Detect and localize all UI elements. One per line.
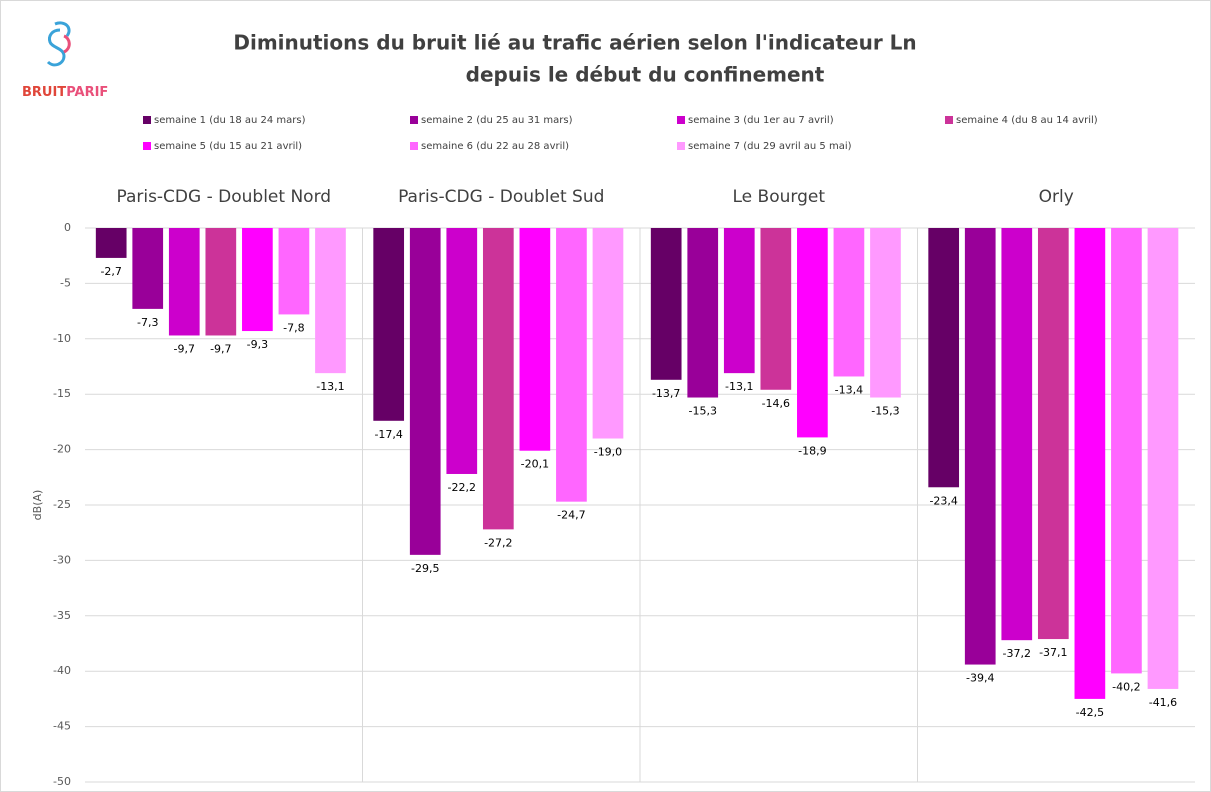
y-tick-label: -35 (53, 609, 71, 622)
legend-swatch (143, 116, 151, 124)
bar (1147, 228, 1179, 689)
data-label: -42,5 (1076, 706, 1104, 719)
data-label: -18,9 (798, 444, 826, 457)
logo-text: BRUITPARIF (22, 85, 108, 100)
data-label: -13,1 (725, 380, 753, 393)
legend-swatch (410, 142, 418, 150)
data-label: -9,7 (210, 342, 231, 355)
data-label: -37,2 (1003, 647, 1031, 660)
logo: BRUITPARIF (22, 21, 108, 100)
data-label: -13,1 (316, 380, 344, 393)
bar (592, 228, 624, 439)
legend-label: semaine 6 (du 22 au 28 avril) (421, 141, 569, 152)
data-label: -27,2 (484, 536, 512, 549)
bar (409, 228, 441, 555)
data-label: -15,3 (688, 405, 716, 418)
y-axis-label: dB(A) (31, 490, 44, 521)
bar (650, 228, 682, 380)
bar (870, 228, 901, 398)
bar (446, 228, 478, 474)
data-label: -13,4 (835, 383, 863, 396)
bar (556, 228, 587, 502)
data-label: -14,6 (762, 397, 790, 410)
category-label: Paris-CDG - Doublet Sud (398, 187, 604, 207)
bar (760, 228, 792, 390)
bar (373, 228, 405, 421)
data-label: -7,3 (137, 316, 158, 329)
bar (205, 228, 237, 336)
data-label: -29,5 (411, 562, 439, 575)
legend-label: semaine 5 (du 15 au 21 avril) (154, 141, 302, 152)
bar (278, 228, 310, 315)
category-label: Paris-CDG - Doublet Nord (116, 187, 331, 207)
legend-label: semaine 2 (du 25 au 31 mars) (421, 115, 573, 126)
data-label: -19,0 (594, 446, 622, 459)
legend-swatch (677, 116, 685, 124)
bar (687, 228, 719, 398)
data-label: -15,3 (871, 405, 899, 418)
logo-mark (63, 34, 71, 54)
logo-part: PARIF (66, 85, 108, 100)
bar (482, 228, 514, 530)
legend-label: semaine 1 (du 18 au 24 mars) (154, 115, 306, 126)
data-label: -7,8 (283, 321, 304, 334)
y-tick-label: -5 (60, 276, 71, 289)
data-label: -23,4 (929, 494, 957, 507)
data-label: -39,4 (966, 672, 994, 685)
y-tick-label: -25 (53, 498, 71, 511)
y-tick-label: -15 (53, 387, 71, 400)
bar (1037, 228, 1069, 640)
y-tick-label: -30 (53, 553, 71, 566)
legend-label: semaine 7 (du 29 avril au 5 mai) (688, 141, 852, 152)
y-tick-label: -10 (53, 332, 71, 345)
y-tick-label: 0 (64, 221, 71, 234)
data-label: -2,7 (100, 265, 121, 278)
logo-mark (46, 21, 71, 67)
legend-swatch (677, 142, 685, 150)
data-label: -9,7 (174, 342, 195, 355)
bar (95, 228, 127, 258)
y-tick-label: -40 (53, 664, 71, 677)
bar (928, 228, 960, 488)
data-label: -13,7 (652, 387, 680, 400)
chart-title: Diminutions du bruit lié au trafic aérie… (233, 31, 916, 55)
bar (519, 228, 551, 451)
data-label: -24,7 (557, 509, 585, 522)
category-label: Orly (1039, 187, 1074, 207)
data-label: -22,2 (448, 481, 476, 494)
category-label: Le Bourget (733, 187, 826, 207)
y-tick-label: -45 (53, 720, 71, 733)
bar (315, 228, 346, 374)
bar (242, 228, 273, 332)
bar (168, 228, 200, 336)
legend-swatch (945, 116, 953, 124)
data-label: -17,4 (374, 428, 402, 441)
bar (132, 228, 164, 309)
legend-swatch (143, 142, 151, 150)
y-tick-label: -50 (53, 775, 71, 788)
bar (1111, 228, 1142, 674)
legend-label: semaine 4 (du 8 au 14 avril) (956, 115, 1098, 126)
data-label: -20,1 (521, 458, 549, 471)
bar (1074, 228, 1106, 699)
chart-title: depuis le début du confinement (466, 63, 825, 87)
legend-label: semaine 3 (du 1er au 7 avril) (688, 115, 834, 126)
legend-swatch (410, 116, 418, 124)
bar (797, 228, 828, 438)
bar (833, 228, 865, 377)
data-label: -9,3 (247, 338, 268, 351)
data-label: -41,6 (1149, 696, 1177, 709)
bar (723, 228, 755, 374)
logo-part: BRUIT (22, 85, 66, 100)
y-tick-label: -20 (53, 443, 71, 456)
bar (1001, 228, 1033, 641)
data-label: -37,1 (1039, 646, 1067, 659)
data-label: -40,2 (1112, 680, 1140, 693)
bar (964, 228, 996, 665)
